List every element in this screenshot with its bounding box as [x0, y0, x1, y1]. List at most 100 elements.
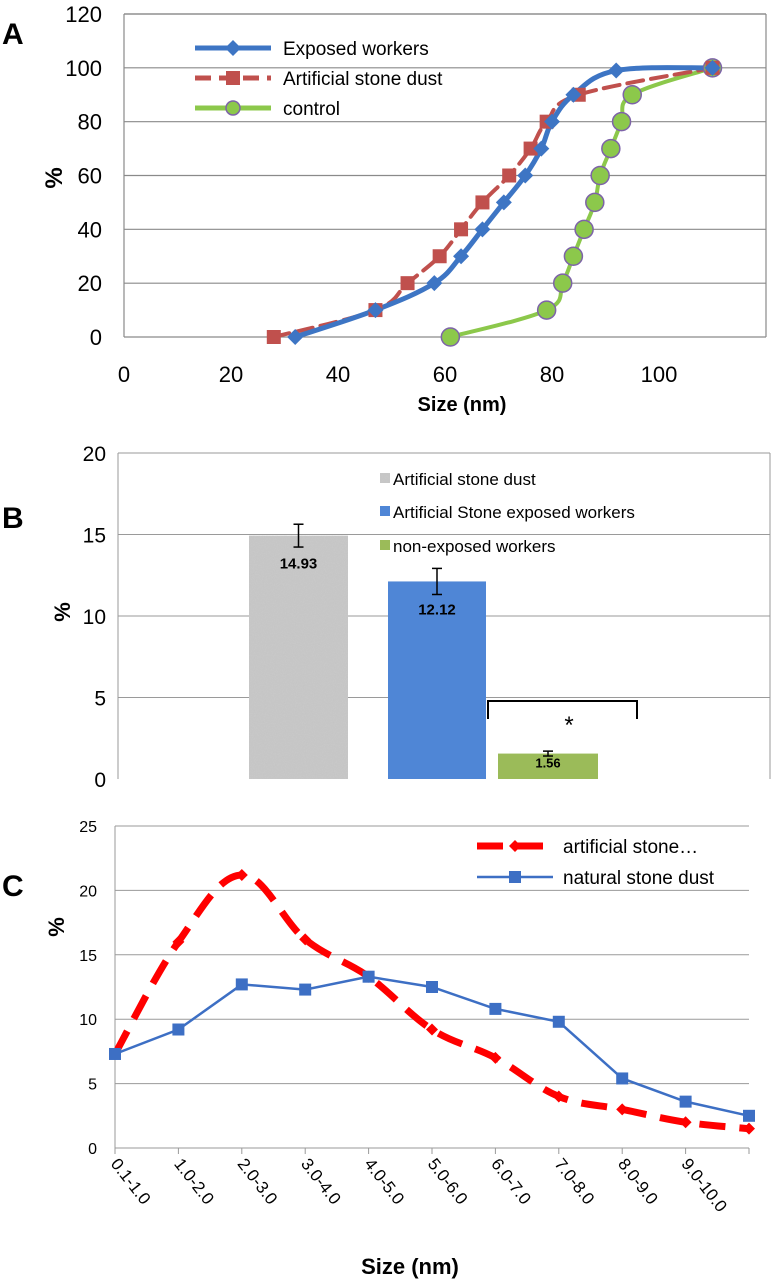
a-point: [367, 302, 384, 319]
c-point: [552, 1015, 565, 1028]
c-x-tick-label: 8.0-9.0: [614, 1155, 662, 1208]
c-point: [426, 981, 438, 993]
a-y-tick-label: 60: [78, 164, 102, 189]
b-significance-bracket: [487, 700, 638, 719]
b-value-label: 1.56: [535, 756, 560, 771]
panel-b-chart: 0 5 10 15 20% 14.93 12.12 1.56 * Artificial stone…: [50, 443, 771, 792]
c-point: [172, 1023, 185, 1036]
c-legend-label: natural stone dust: [563, 868, 715, 889]
c-point: [299, 933, 312, 946]
a-point: [574, 219, 594, 240]
c-point: [362, 970, 375, 983]
a-point: [426, 275, 443, 292]
b-y-tick-label: 10: [83, 606, 106, 629]
a-legend-label: Exposed workers: [283, 39, 429, 60]
a-point: [565, 86, 582, 103]
c-point: [616, 1103, 629, 1116]
panel-letter-a: A: [2, 18, 24, 51]
c-point: [679, 1116, 692, 1129]
c-point: [109, 1047, 121, 1060]
b-value-label: 14.93: [280, 556, 318, 573]
c-point: [235, 978, 248, 991]
c-point: [426, 1023, 438, 1036]
a-x-tick-label: 20: [219, 362, 243, 387]
b-legend-label: Artificial Stone exposed workers: [393, 503, 635, 522]
c-y-tick-label: 5: [88, 1077, 97, 1094]
c-series-line-1: [114, 975, 750, 1118]
c-legend-marker: [509, 840, 521, 852]
a-y-tick-label: 100: [65, 56, 102, 81]
panel-a-chart: 0 20 40 60 80 100 120 0 20 40 60 80 100 Size (nm)% Exp…: [41, 2, 767, 416]
a-point: [495, 194, 512, 211]
panel-letter-b: B: [2, 502, 24, 535]
b-legend-swatch-texture: [380, 473, 390, 483]
b-y-tick-label: 15: [83, 525, 106, 548]
a-x-tick-label: 60: [433, 362, 457, 387]
c-point: [489, 1051, 502, 1064]
c-point: [299, 983, 312, 996]
a-legend-marker: [226, 71, 240, 85]
a-point: [590, 165, 610, 186]
c-x-tick-label: 7.0-8.0: [551, 1155, 599, 1208]
a-x-tick-label: 0: [118, 362, 130, 387]
a-x-tick-label: 100: [641, 362, 678, 387]
a-point: [440, 327, 461, 347]
b-bar: [388, 581, 486, 779]
c-legend-label: artificial stone…: [563, 837, 698, 858]
b-significance-marker: *: [564, 712, 573, 739]
b-legend-swatch: [380, 540, 390, 550]
c-y-tick-label: 20: [79, 883, 97, 900]
c-legend-marker: [509, 871, 521, 883]
a-point: [544, 113, 560, 130]
a-y-tick-label: 40: [78, 217, 102, 242]
panel-c-chart: 0 5 10 15 20 25 0.1-1.0 1.0-2.0 2.0-3.0 3.0-4.0 4.…: [44, 819, 755, 1279]
a-point: [611, 111, 632, 132]
c-x-axis-title: Size (nm): [361, 1254, 459, 1279]
c-x-tick-label: 6.0-7.0: [487, 1155, 535, 1208]
c-point: [679, 1095, 692, 1108]
c-x-tick-label: 1.0-2.0: [170, 1155, 218, 1208]
b-y-tick-label: 20: [83, 443, 106, 466]
a-legend-marker: [225, 100, 241, 116]
c-point: [743, 1122, 755, 1135]
a-point: [523, 141, 538, 156]
b-legend-label: non-exposed workers: [393, 537, 556, 556]
c-y-tick-label: 0: [88, 1141, 97, 1158]
c-x-tick-label: 4.0-5.0: [360, 1155, 408, 1208]
a-point: [585, 192, 605, 213]
a-point: [474, 221, 491, 238]
b-legend-swatch: [380, 506, 390, 516]
c-y-axis-title: %: [44, 917, 69, 937]
a-x-tick-label: 40: [326, 362, 350, 387]
a-y-tick-label: 80: [78, 110, 102, 135]
b-legend-label: Artificial stone dust: [393, 470, 536, 489]
a-point: [552, 273, 573, 293]
a-y-tick-label: 20: [78, 271, 102, 296]
c-x-tick-label: 9.0-10.0: [677, 1155, 730, 1216]
b-bar-texture: [249, 535, 348, 779]
c-point: [235, 868, 248, 881]
a-point: [454, 222, 469, 237]
c-x-tick-label: 0.1-1.0: [107, 1155, 155, 1208]
a-point: [517, 167, 534, 184]
a-series-line-2: [448, 65, 715, 339]
a-legend-label: control: [283, 99, 340, 120]
a-point: [533, 140, 550, 157]
a-point: [266, 330, 281, 344]
a-point: [287, 329, 304, 345]
b-value-label: 12.12: [418, 601, 456, 618]
c-x-tick-label: 3.0-4.0: [297, 1155, 345, 1208]
a-x-axis-title: Size (nm): [418, 394, 507, 416]
a-point: [432, 249, 447, 264]
b-y-tick-label: 0: [94, 769, 106, 792]
panel-letter-c: C: [2, 870, 24, 903]
a-point: [608, 62, 625, 79]
c-x-tick-label: 5.0-6.0: [424, 1155, 472, 1208]
b-y-axis-title: %: [50, 602, 75, 622]
a-point: [601, 138, 621, 159]
a-y-tick-label: 0: [90, 325, 102, 350]
c-point: [172, 935, 185, 948]
a-y-axis-title: %: [41, 167, 68, 188]
c-point: [489, 1002, 502, 1015]
